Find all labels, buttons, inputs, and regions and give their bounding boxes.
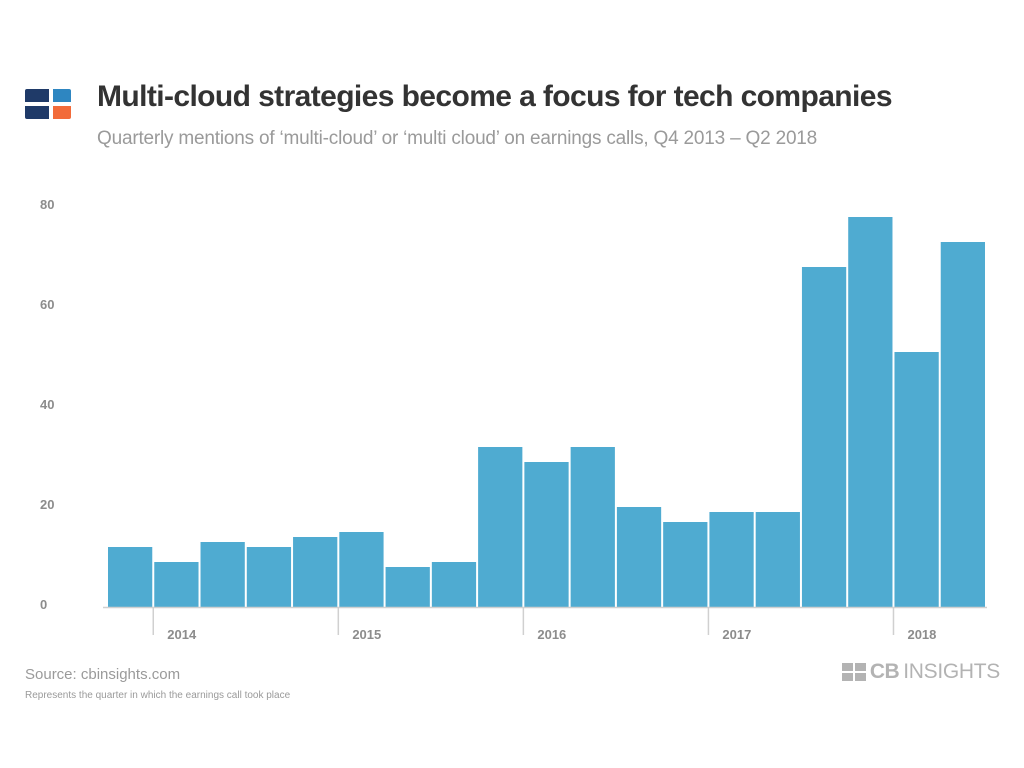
brand-cb-text: CB [869, 660, 900, 683]
chart-subtitle: Quarterly mentions of ‘multi-cloud’ or ‘… [97, 128, 818, 149]
cb-insights-logo-icon [25, 89, 71, 119]
bar-q4-2017 [848, 217, 893, 607]
x-tick-label: 2015 [352, 627, 381, 642]
y-tick-label: 60 [40, 297, 54, 312]
bar-q2-2015 [385, 567, 430, 607]
cb-insights-brand: CB INSIGHTS [841, 660, 1000, 684]
bar-q1-2016 [524, 462, 569, 607]
bar-q1-2015 [339, 532, 384, 607]
y-tick-label: 0 [40, 597, 47, 612]
bar-q4-2014 [293, 537, 338, 607]
bar-q4-2016 [663, 522, 708, 607]
bar-chart: 0 20 40 60 80 2014 2015 2016 2017 2018 [40, 197, 987, 642]
bar-q3-2016 [616, 507, 662, 607]
bar-q1-2017 [709, 512, 754, 607]
footnote-text: Represents the quarter in which the earn… [25, 690, 291, 701]
y-tick-label: 80 [40, 197, 54, 212]
bar-q4-2015 [478, 447, 523, 607]
bar-q3-2014 [246, 547, 292, 607]
brand-insights-text: INSIGHTS [903, 660, 1000, 683]
bar-q2-2016 [570, 447, 615, 607]
cb-insights-mark-icon [841, 663, 866, 681]
bar-q2-2018 [940, 242, 985, 607]
bar-q2-2017 [755, 512, 800, 607]
x-tick-label: 2016 [537, 627, 566, 642]
y-tick-label: 20 [40, 497, 54, 512]
source-text: Source: cbinsights.com [25, 666, 181, 683]
bar-q3-2015 [431, 562, 477, 607]
bar-q1-2018 [894, 352, 939, 607]
y-tick-label: 40 [40, 397, 54, 412]
chart-title: Multi-cloud strategies become a focus fo… [97, 80, 893, 113]
bar-q1-2014 [154, 562, 199, 607]
x-tick-label: 2018 [907, 627, 936, 642]
x-tick-label: 2017 [722, 627, 751, 642]
bar-q2-2014 [200, 542, 245, 607]
bar-q4-2013 [108, 547, 153, 607]
bar-q3-2017 [801, 267, 847, 607]
x-tick-label: 2014 [167, 627, 197, 642]
